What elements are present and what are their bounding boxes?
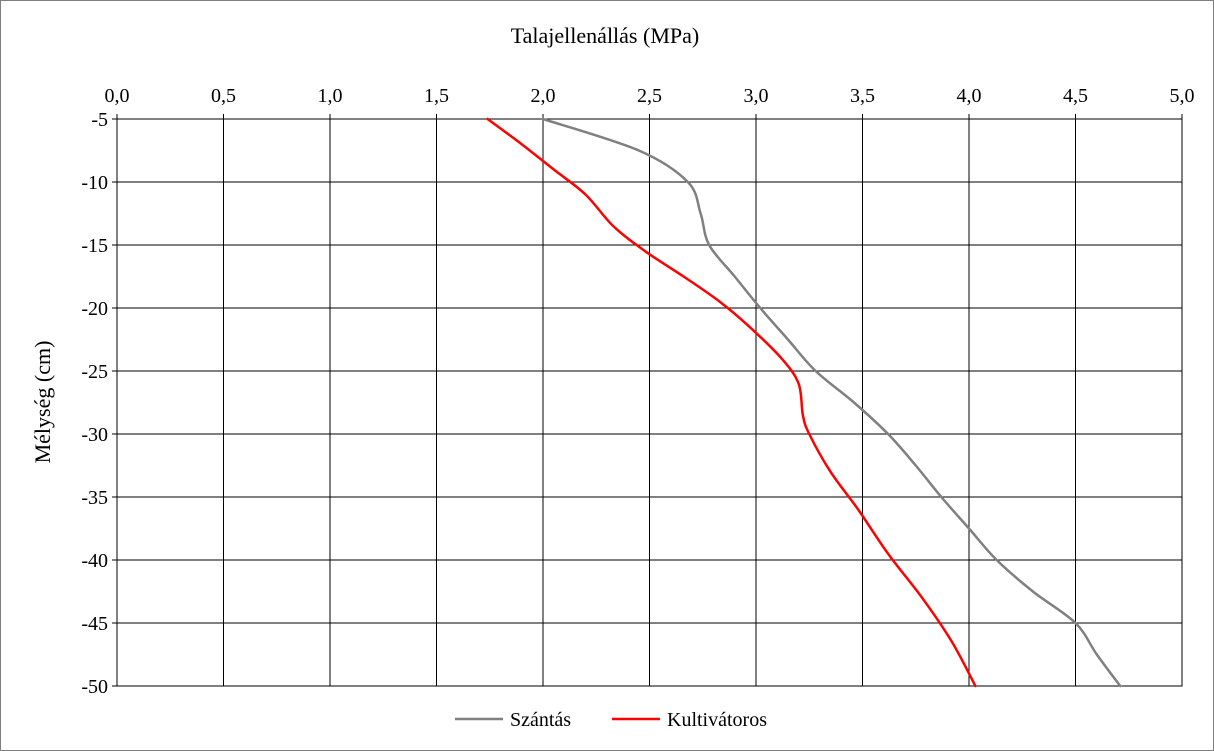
legend: Szántás Kultivátoros xyxy=(455,709,767,731)
legend-label-szantas: Szántás xyxy=(510,709,571,731)
y-tick-label: -20 xyxy=(81,298,108,320)
legend-label-kultivatoros: Kultivátoros xyxy=(667,709,767,731)
x-tick-label: 3,5 xyxy=(850,85,875,107)
series-line-kultivatoros xyxy=(486,117,977,688)
x-tick-label: 2,5 xyxy=(637,85,662,107)
y-tick-label: -45 xyxy=(81,613,108,635)
y-axis-label: Mélység (cm) xyxy=(30,341,55,464)
x-tick-label: 3,0 xyxy=(744,85,769,107)
x-tick-label: 0,5 xyxy=(211,85,236,107)
x-tick-label: 1,5 xyxy=(424,85,449,107)
y-tick-label: -50 xyxy=(81,676,108,698)
x-tick-label: 5,0 xyxy=(1170,85,1195,107)
series-line-szantas xyxy=(541,117,1122,688)
y-tick-label: -25 xyxy=(81,361,108,383)
y-tick-label: -30 xyxy=(81,424,108,446)
y-tick-label: -35 xyxy=(81,487,108,509)
y-tick-label: -5 xyxy=(91,109,108,131)
x-tick-label: 1,0 xyxy=(318,85,343,107)
x-tick-label: 2,0 xyxy=(531,85,556,107)
y-tick-label: -40 xyxy=(81,550,108,572)
x-tick-label: 4,0 xyxy=(957,85,982,107)
x-tick-label: 4,5 xyxy=(1063,85,1088,107)
chart-title: Talajellenállás (MPa) xyxy=(511,23,699,48)
tick-labels: 0,0 0,5 1,0 1,5 2,0 2,5 3,0 3,5 4,0 4,5 5,0 -5 -10 -1… xyxy=(81,85,1194,698)
y-tick-label: -10 xyxy=(81,172,108,194)
x-tick-label: 0,0 xyxy=(105,85,130,107)
grid xyxy=(112,114,1183,687)
y-tick-label: -15 xyxy=(81,235,108,257)
series-lines xyxy=(486,117,1122,688)
